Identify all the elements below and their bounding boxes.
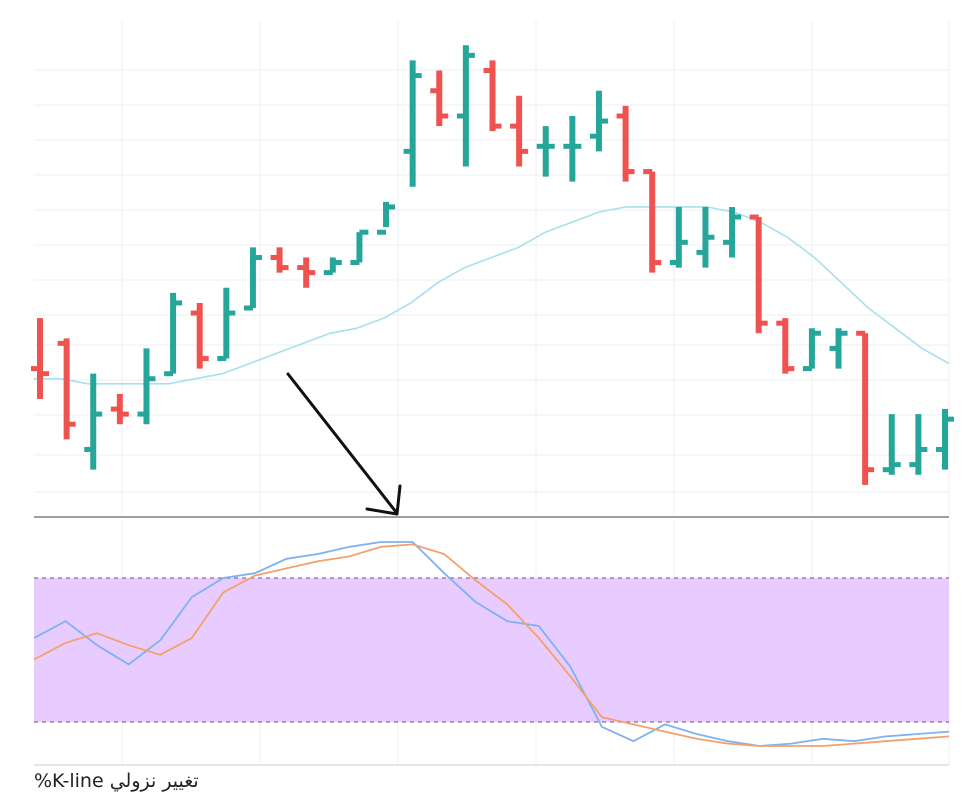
down-arrow-annotation (286, 372, 402, 516)
ohlc-bar (217, 287, 236, 362)
ohlc-bar (643, 169, 662, 273)
ohlc-bar (270, 247, 289, 273)
ohlc-bar (936, 409, 954, 470)
ohlc-bar (563, 116, 582, 182)
ohlc-bar (350, 229, 369, 266)
ohlc-bar (430, 70, 449, 127)
ohlc-bar (110, 393, 129, 425)
moving-average-line (34, 206, 950, 385)
ohlc-bar (856, 330, 875, 485)
ohlc-bar (456, 45, 475, 167)
ohlc-bar (57, 338, 76, 440)
ohlc-bar (882, 414, 901, 475)
ohlc-bar (723, 206, 742, 258)
oscillator-band (34, 578, 949, 722)
ohlc-bar (323, 257, 342, 276)
oscillator-caption: %K-line تغيير نزولي (34, 770, 199, 792)
ohlc-bar (137, 348, 156, 425)
ohlc-bar (483, 60, 502, 132)
d-line (33, 543, 950, 747)
ohlc-bar (536, 126, 555, 177)
ohlc-bar (616, 105, 635, 182)
ohlc-bar (403, 60, 422, 187)
ohlc-bar (377, 201, 396, 235)
ohlc-bar (190, 302, 209, 369)
ohlc-bar (669, 206, 688, 268)
ohlc-bar (589, 90, 608, 152)
ohlc-bar (297, 257, 316, 288)
ohlc-bar (696, 206, 715, 268)
ohlc-bar (909, 414, 928, 475)
ohlc-bar (749, 214, 768, 334)
ohlc-bar (776, 318, 795, 374)
ohlc-bar (243, 247, 262, 311)
price-bars (31, 45, 954, 485)
ohlc-bar (510, 95, 529, 167)
ohlc-bar (84, 373, 103, 470)
ohlc-bar (829, 328, 848, 369)
ohlc-bar (164, 292, 183, 377)
k-line (33, 541, 950, 747)
ohlc-bar (802, 328, 821, 372)
ohlc-bar (31, 318, 49, 399)
